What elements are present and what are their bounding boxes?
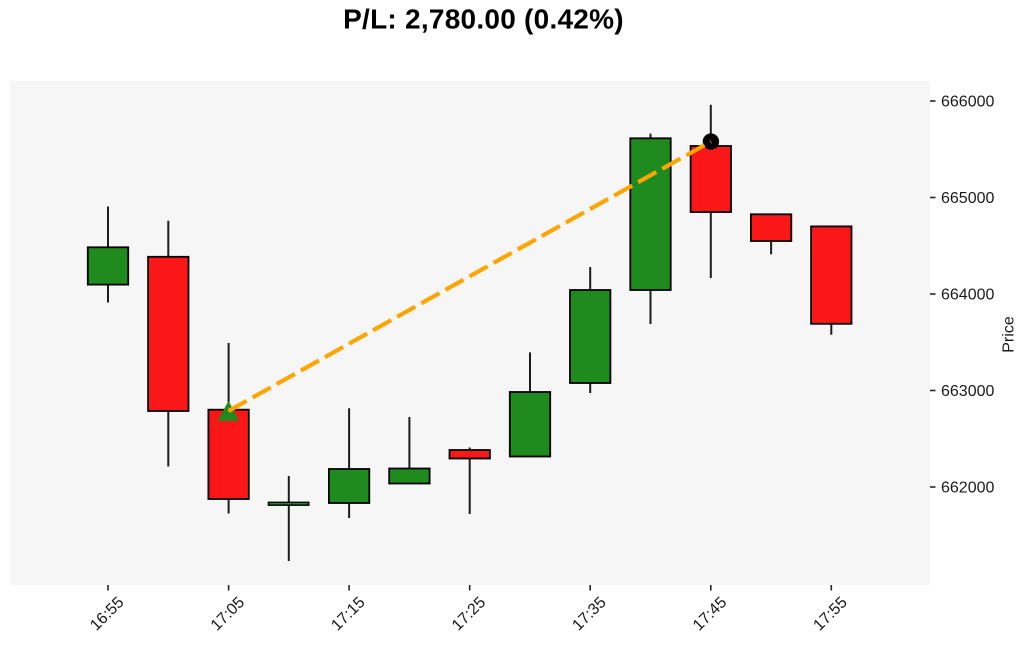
svg-text:664000: 664000 [941,287,994,304]
svg-text:662000: 662000 [941,480,994,497]
svg-text:663000: 663000 [941,383,994,400]
svg-text:665000: 665000 [941,190,994,207]
svg-text:Price: Price [1001,316,1018,353]
svg-text:666000: 666000 [941,94,994,111]
svg-text:P/L: 2,780.00 (0.42%): P/L: 2,780.00 (0.42%) [343,4,624,35]
